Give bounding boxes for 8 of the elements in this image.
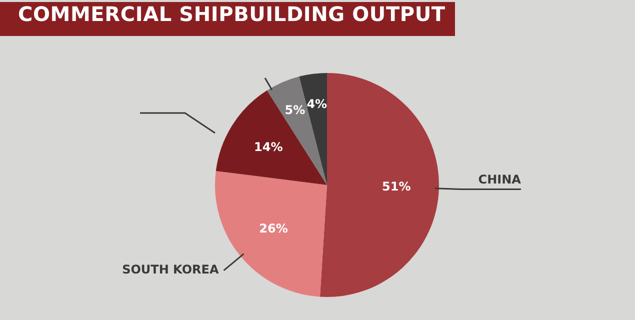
data-label: 26% — [259, 221, 288, 236]
slice-label: SOUTH KOREA — [122, 262, 220, 277]
data-label: 5% — [284, 103, 306, 118]
chart-title: COMMERCIAL SHIPBUILDING OUTPUT — [0, 2, 456, 36]
data-label: 51% — [382, 179, 411, 194]
slice-label: CHINA — [478, 172, 522, 186]
data-label: 14% — [254, 140, 283, 154]
data-label: 4% — [306, 97, 328, 112]
